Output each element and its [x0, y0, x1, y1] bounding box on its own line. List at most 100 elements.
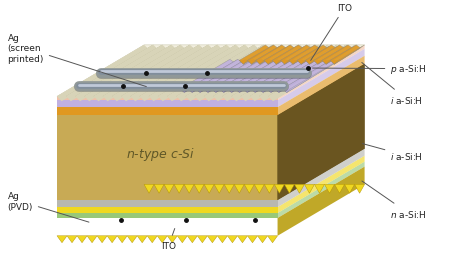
- Polygon shape: [103, 46, 194, 102]
- Polygon shape: [231, 60, 285, 93]
- Polygon shape: [94, 46, 185, 102]
- Polygon shape: [180, 60, 234, 93]
- Polygon shape: [283, 60, 336, 93]
- Polygon shape: [228, 236, 237, 243]
- Polygon shape: [195, 46, 291, 97]
- Text: $n$ a-Si:H: $n$ a-Si:H: [362, 181, 426, 219]
- Polygon shape: [236, 60, 289, 93]
- Polygon shape: [259, 60, 313, 93]
- Polygon shape: [355, 185, 365, 194]
- Polygon shape: [294, 185, 304, 194]
- Polygon shape: [112, 46, 204, 102]
- Polygon shape: [184, 185, 194, 194]
- Polygon shape: [239, 46, 270, 65]
- Polygon shape: [188, 60, 242, 93]
- Polygon shape: [232, 46, 323, 102]
- Polygon shape: [276, 46, 307, 65]
- Polygon shape: [130, 46, 227, 97]
- Polygon shape: [140, 46, 236, 97]
- Polygon shape: [251, 89, 259, 93]
- Polygon shape: [281, 61, 289, 65]
- Polygon shape: [268, 46, 360, 102]
- Polygon shape: [289, 46, 319, 65]
- Polygon shape: [251, 60, 305, 93]
- Polygon shape: [57, 101, 278, 108]
- Polygon shape: [278, 50, 365, 108]
- Polygon shape: [121, 46, 213, 102]
- Polygon shape: [278, 46, 365, 101]
- Polygon shape: [174, 185, 184, 194]
- Polygon shape: [137, 236, 147, 243]
- Polygon shape: [212, 89, 220, 93]
- Polygon shape: [325, 185, 335, 194]
- Polygon shape: [94, 46, 190, 97]
- Text: ITO: ITO: [310, 4, 352, 61]
- Polygon shape: [197, 236, 207, 243]
- Polygon shape: [140, 46, 231, 102]
- Polygon shape: [335, 185, 345, 194]
- Polygon shape: [239, 61, 247, 65]
- Polygon shape: [260, 46, 290, 65]
- Polygon shape: [184, 60, 238, 93]
- Polygon shape: [216, 60, 269, 93]
- Polygon shape: [241, 46, 332, 102]
- Polygon shape: [117, 236, 127, 243]
- Polygon shape: [144, 185, 154, 194]
- Polygon shape: [278, 65, 365, 200]
- Polygon shape: [213, 46, 305, 102]
- Polygon shape: [314, 46, 344, 65]
- Polygon shape: [275, 89, 283, 93]
- Polygon shape: [281, 46, 311, 65]
- Polygon shape: [264, 46, 294, 65]
- Polygon shape: [228, 60, 281, 93]
- Polygon shape: [196, 89, 204, 93]
- Polygon shape: [314, 185, 325, 194]
- Polygon shape: [176, 46, 268, 102]
- Text: $i$ a-Si:H: $i$ a-Si:H: [362, 144, 423, 162]
- Polygon shape: [283, 89, 291, 93]
- Polygon shape: [127, 236, 137, 243]
- Polygon shape: [213, 46, 310, 97]
- Text: $i$ a-Si:H: $i$ a-Si:H: [362, 63, 423, 105]
- Polygon shape: [318, 46, 348, 65]
- Polygon shape: [180, 89, 188, 93]
- Polygon shape: [345, 185, 355, 194]
- Polygon shape: [247, 236, 257, 243]
- Polygon shape: [264, 61, 272, 65]
- Polygon shape: [255, 185, 264, 194]
- Polygon shape: [84, 46, 176, 102]
- Polygon shape: [284, 185, 294, 194]
- Polygon shape: [250, 46, 342, 102]
- Polygon shape: [278, 65, 365, 200]
- Polygon shape: [243, 60, 297, 93]
- Polygon shape: [274, 185, 284, 194]
- Polygon shape: [75, 46, 172, 97]
- Polygon shape: [297, 46, 328, 65]
- Polygon shape: [158, 46, 255, 97]
- Polygon shape: [208, 60, 262, 93]
- Polygon shape: [236, 89, 243, 93]
- Polygon shape: [267, 60, 320, 93]
- Polygon shape: [149, 46, 245, 97]
- Polygon shape: [297, 61, 305, 65]
- Polygon shape: [167, 46, 259, 102]
- Polygon shape: [330, 61, 338, 65]
- Polygon shape: [228, 89, 236, 93]
- Polygon shape: [194, 185, 204, 194]
- Polygon shape: [259, 46, 356, 97]
- Polygon shape: [237, 236, 247, 243]
- Polygon shape: [278, 167, 365, 236]
- Polygon shape: [285, 46, 315, 65]
- Polygon shape: [322, 61, 330, 65]
- Polygon shape: [97, 236, 107, 243]
- Polygon shape: [293, 46, 323, 65]
- Polygon shape: [67, 236, 77, 243]
- Text: Ag
(PVD): Ag (PVD): [8, 192, 89, 222]
- Polygon shape: [176, 46, 273, 97]
- Text: ITO: ITO: [161, 229, 176, 250]
- Polygon shape: [268, 46, 299, 65]
- Polygon shape: [218, 236, 228, 243]
- Polygon shape: [330, 46, 360, 65]
- Polygon shape: [264, 185, 274, 194]
- Polygon shape: [158, 46, 250, 102]
